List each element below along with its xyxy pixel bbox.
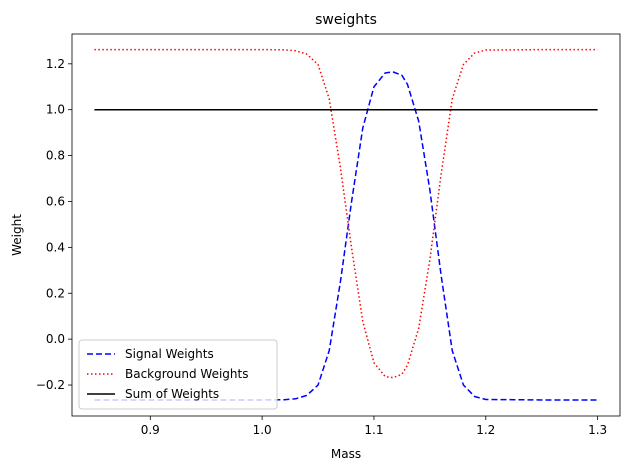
axes-frame [71, 33, 621, 417]
y-tick-label: 0.0 [46, 332, 65, 346]
x-tick-label: 1.2 [476, 423, 495, 437]
y-tick-label: 1.0 [46, 103, 65, 117]
legend-box [78, 339, 278, 410]
x-tick-label: 1.3 [588, 423, 607, 437]
y-axis-label: Weight [10, 214, 24, 256]
x-tick-label: 0.9 [141, 423, 160, 437]
x-tick-label: 1.0 [253, 423, 272, 437]
y-tick-label: 0.2 [46, 286, 65, 300]
y-tick-label: 0.8 [46, 149, 65, 163]
chart-title: sweights [315, 12, 377, 28]
plot-area: 0.9 1.0 1.1 1.2 1.3 −0.2 0.0 0.2 0.4 0.6 0.8 1.0 1.2… [36, 33, 621, 437]
legend-label-1: Signal Weights [125, 347, 214, 361]
series-line-2 [94, 48, 598, 379]
legend-label-2: Background Weights [125, 367, 248, 381]
legend-label-3: Sum of Weights [125, 387, 219, 401]
y-tick-label: 1.2 [46, 57, 65, 71]
y-tick-label: 0.6 [46, 194, 65, 208]
x-axis-label: Mass [331, 447, 361, 461]
x-tick-label: 1.1 [364, 423, 383, 437]
legend: Signal Weights Background Weights Sum of W… [78, 339, 278, 410]
y-tick-label: 0.4 [46, 240, 65, 254]
y-tick-label: −0.2 [36, 378, 65, 392]
series-line-1 [94, 71, 598, 401]
